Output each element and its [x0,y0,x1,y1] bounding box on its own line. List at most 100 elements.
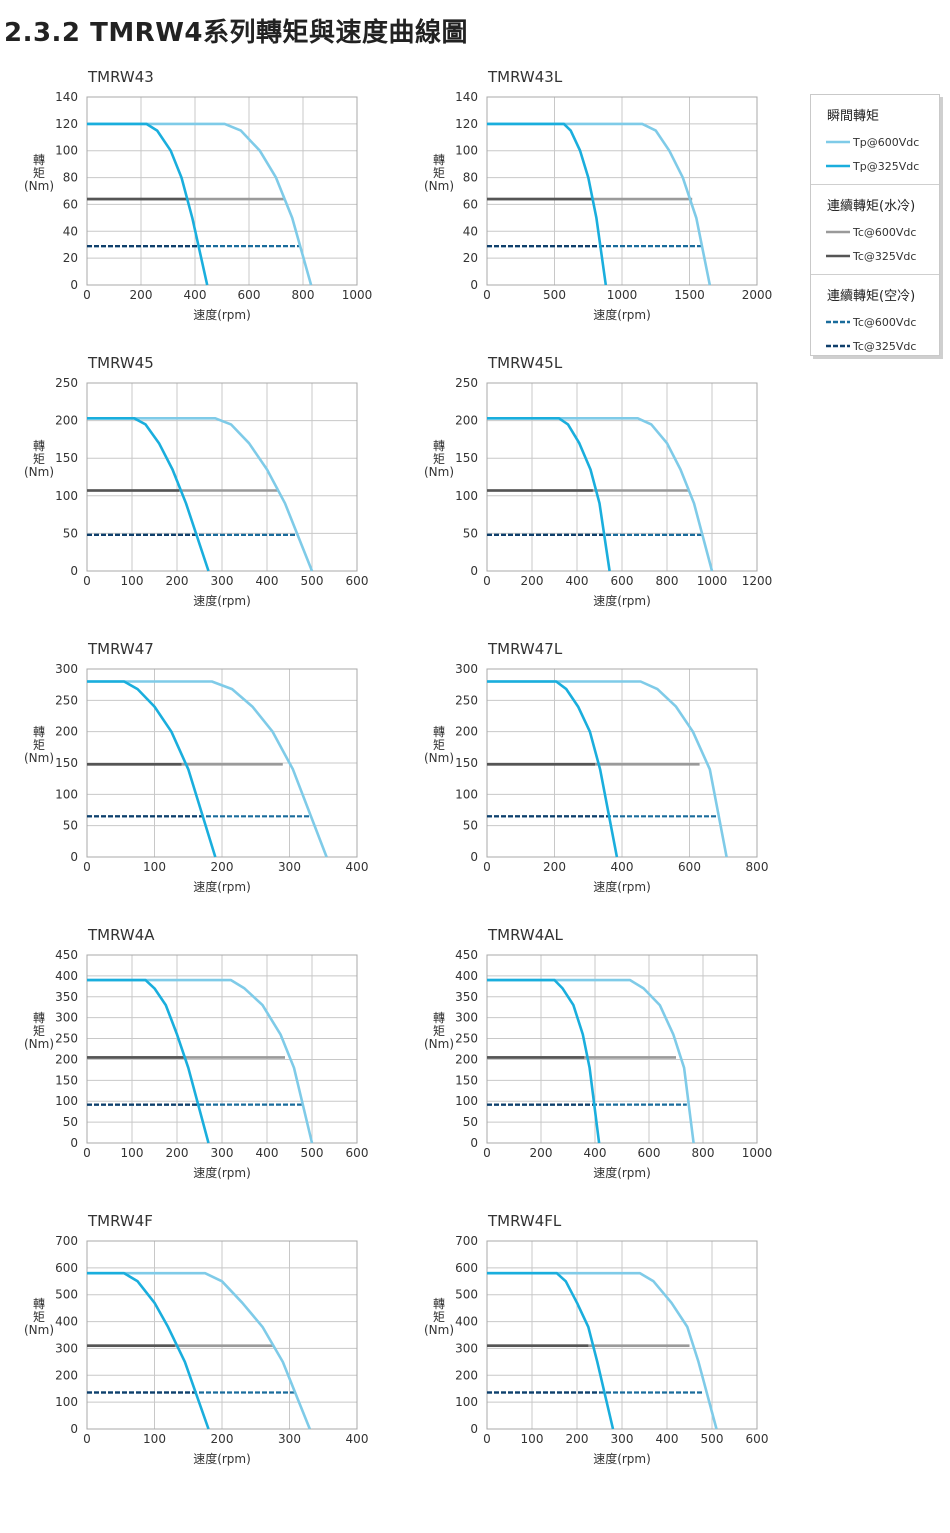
series-line [87,417,314,572]
x-tick-label: 400 [656,1432,679,1446]
series-line [87,1271,210,1430]
chart-svg: 0 200 400 600 800 1000 0 50 100 150 200 250 300 350 40… [455,948,772,1160]
y-tick-label: 250 [455,693,478,707]
y-axis-label: 轉矩 (Nm) [23,439,55,479]
y-tick-label: 100 [455,144,478,158]
y-tick-label: 250 [55,376,78,390]
page-title: 2.3.2 TMRW4系列轉矩與速度曲線圖 [4,18,468,48]
y-tick-label: 0 [70,278,78,292]
y-tick-label: 0 [470,564,478,578]
series-line [87,122,313,286]
y-tick-label: 150 [455,756,478,770]
y-tick-label: 250 [455,1032,478,1046]
legend-label: Tc@325Vdc [853,249,917,263]
x-tick-label: 1000 [607,288,638,302]
x-tick-label: 200 [166,574,189,588]
chart-title: TMRW47 [88,640,154,658]
chart-title: TMRW47L [488,640,563,658]
x-tick-label: 0 [83,288,91,302]
x-tick-label: 800 [292,288,315,302]
x-tick-label: 0 [83,1146,91,1160]
series-line [487,978,601,1144]
x-tick-label: 600 [346,1146,369,1160]
chart-title: TMRW4F [88,1212,153,1230]
legend: 瞬間轉矩 Tp@600Vdc Tp@325Vdc 連續轉矩(水冷) Tc@600Vdc T… [810,94,940,356]
chart-svg: 0 100 200 300 400 500 600 0 50 100 150 200 250 300 350… [55,948,369,1160]
series-line [487,1271,718,1430]
chart-panel: TMRW43L 轉矩 (Nm) 速度(rpm) 0 500 1000 1500 2000 0 20 4… [400,68,800,323]
y-tick-label: 100 [455,1395,478,1409]
x-tick-label: 400 [346,860,369,874]
x-tick-label: 200 [566,1432,589,1446]
x-tick-label: 300 [211,1146,234,1160]
chart-svg: 0 100 200 300 400 0 100 200 300 400 500 600 700 [55,1234,368,1446]
chart-svg: 0 100 200 300 400 500 600 0 50 100 150 200 250 [55,376,368,588]
series-line [487,978,695,1144]
x-tick-label: 200 [530,1146,553,1160]
y-tick-label: 250 [55,1032,78,1046]
y-tick-label: 500 [455,1288,478,1302]
y-tick-label: 40 [63,224,78,238]
y-axis-label: 轉矩 (Nm) [423,1297,455,1337]
x-axis-label: 速度(rpm) [193,308,251,322]
chart-title: TMRW4AL [488,926,563,944]
x-tick-label: 600 [678,860,701,874]
x-tick-label: 500 [301,574,324,588]
y-tick-label: 150 [55,451,78,465]
y-tick-label: 150 [455,1073,478,1087]
x-tick-label: 400 [611,860,634,874]
x-axis-label: 速度(rpm) [193,1166,251,1180]
plot-frame [486,1240,758,1430]
y-tick-label: 700 [455,1234,478,1248]
chart-svg: 0 100 200 300 400 0 50 100 150 200 250 300 [55,662,369,874]
y-tick-label: 300 [455,1341,478,1355]
legend-swatch [826,140,850,144]
y-tick-label: 80 [63,171,78,185]
legend-heading: 連續轉矩(水冷) [827,199,916,214]
legend-heading: 瞬間轉矩 [827,109,880,124]
chart-panel: TMRW4AL 轉矩 (Nm) 速度(rpm) 0 200 400 600 800 1000 0 50… [400,926,800,1181]
y-tick-label: 200 [55,1052,78,1066]
chart-panel: TMRW47 轉矩 (Nm) 速度(rpm) 0 100 200 300 400 0 50 100 15… [0,640,400,895]
y-tick-label: 100 [55,144,78,158]
x-tick-label: 500 [543,288,566,302]
x-tick-label: 100 [143,1432,166,1446]
y-tick-label: 50 [463,819,478,833]
y-tick-label: 300 [455,1011,478,1025]
series-line [87,122,209,286]
chart-title: TMRW45L [488,354,563,372]
y-tick-label: 0 [470,1136,478,1150]
legend-section: 瞬間轉矩 Tp@600Vdc Tp@325Vdc [811,95,939,185]
y-tick-label: 600 [55,1261,78,1275]
y-tick-label: 250 [455,376,478,390]
x-tick-label: 600 [638,1146,661,1160]
x-tick-label: 800 [692,1146,715,1160]
y-tick-label: 350 [455,990,478,1004]
chart-panel: TMRW47L 轉矩 (Nm) 速度(rpm) 0 200 400 600 800 0 50 100 1… [400,640,800,895]
y-tick-label: 20 [463,251,478,265]
y-tick-label: 300 [55,1341,78,1355]
plot-frame [86,1240,358,1430]
y-axis-label: 轉矩 (Nm) [423,153,455,193]
y-tick-label: 200 [455,725,478,739]
chart-panel: TMRW4FL 轉矩 (Nm) 速度(rpm) 0 100 200 300 400 500 600 0… [400,1212,800,1467]
y-tick-label: 400 [455,969,478,983]
y-tick-label: 700 [55,1234,78,1248]
y-tick-label: 60 [463,197,478,211]
y-tick-label: 200 [55,414,78,428]
y-tick-label: 100 [55,787,78,801]
legend-swatch [826,344,850,348]
legend-heading: 連續轉矩(空冷) [827,289,916,304]
chart-title: TMRW43L [488,68,563,86]
x-axis-label: 速度(rpm) [593,880,651,894]
series-line [487,1271,615,1430]
y-tick-label: 450 [55,948,78,962]
y-tick-label: 60 [63,197,78,211]
x-tick-label: 800 [656,574,679,588]
legend-item: Tp@325Vdc [825,154,939,178]
y-tick-label: 450 [455,948,478,962]
y-tick-label: 150 [455,451,478,465]
y-tick-label: 120 [55,117,78,131]
x-tick-label: 400 [566,574,589,588]
y-axis-label: 轉矩 (Nm) [423,439,455,479]
